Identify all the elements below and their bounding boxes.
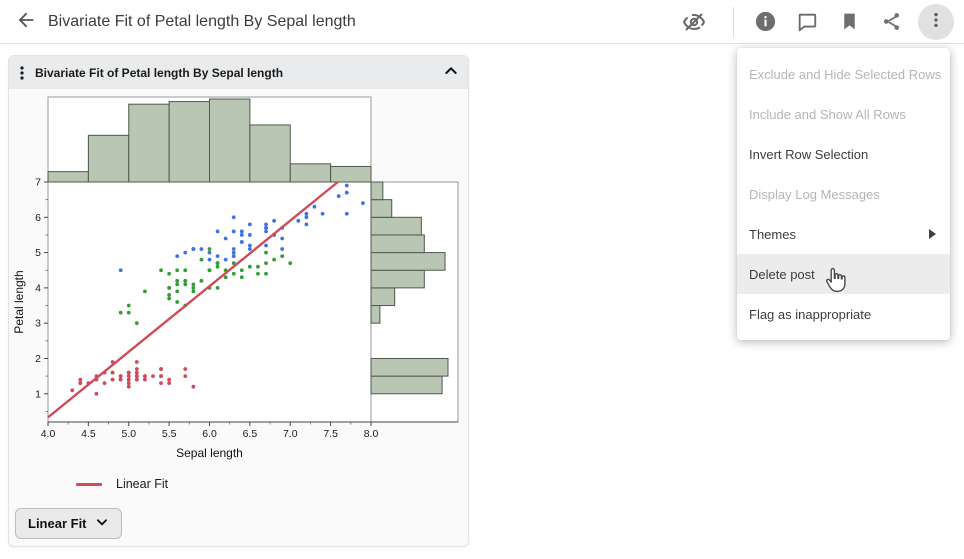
- menu-item-label: Flag as inappropriate: [749, 306, 872, 322]
- bivariate-chart[interactable]: 1 2 3 4 5 6 7 4.0 4.5 5.0 5.5 6.0 6.5 7.0 7.5 8.0 Sepal …: [11, 93, 467, 467]
- svg-text:6: 6: [35, 212, 41, 224]
- menu-item-label: Invert Row Selection: [749, 146, 869, 162]
- svg-text:3: 3: [35, 318, 41, 330]
- svg-text:Sepal length: Sepal length: [176, 446, 243, 460]
- page-title: Bivariate Fit of Petal length By Sepal l…: [48, 12, 356, 30]
- svg-text:1: 1: [35, 388, 41, 400]
- svg-text:7.0: 7.0: [283, 428, 298, 440]
- share-button[interactable]: [870, 1, 912, 43]
- drag-handle-icon[interactable]: [9, 65, 35, 81]
- svg-text:4.5: 4.5: [81, 428, 96, 440]
- chevron-down-icon: [95, 515, 109, 532]
- report-card: Bivariate Fit of Petal length By Sepal l…: [8, 55, 469, 547]
- svg-text:Petal length: Petal length: [12, 270, 26, 333]
- svg-text:7.5: 7.5: [323, 428, 338, 440]
- svg-text:4: 4: [35, 282, 41, 294]
- submenu-arrow-icon: [929, 229, 936, 239]
- menu-item-label: Delete post: [749, 266, 815, 282]
- chevron-up-icon: [443, 63, 459, 82]
- collapse-button[interactable]: [434, 58, 468, 88]
- menu-item-display-log-messages: Display Log Messages: [737, 174, 950, 214]
- svg-text:4.0: 4.0: [41, 428, 56, 440]
- svg-text:7: 7: [35, 177, 41, 189]
- menu-item-exclude-and-hide-selected-rows: Exclude and Hide Selected Rows: [737, 54, 950, 94]
- report-card-header: Bivariate Fit of Petal length By Sepal l…: [9, 56, 468, 89]
- more-options-menu: Exclude and Hide Selected Rows Include an…: [737, 48, 950, 340]
- hide-post-button[interactable]: [673, 1, 715, 43]
- toolbar-divider: [733, 6, 734, 37]
- svg-text:5.0: 5.0: [121, 428, 136, 440]
- chart-legend: Linear Fit: [76, 477, 168, 491]
- back-button[interactable]: [6, 2, 46, 42]
- bookmark-icon: [839, 11, 860, 32]
- legend-label: Linear Fit: [116, 477, 169, 491]
- svg-text:6.5: 6.5: [243, 428, 258, 440]
- menu-item-flag-as-inappropriate[interactable]: Flag as inappropriate: [737, 294, 950, 334]
- svg-text:2: 2: [35, 353, 41, 365]
- fit-button-label: Linear Fit: [28, 516, 87, 531]
- info-button[interactable]: [744, 1, 786, 43]
- bookmark-button[interactable]: [828, 1, 870, 43]
- more-options-button[interactable]: [918, 3, 954, 40]
- menu-item-include-and-show-all-rows: Include and Show All Rows: [737, 94, 950, 134]
- svg-text:6.0: 6.0: [202, 428, 217, 440]
- svg-text:5: 5: [35, 247, 41, 259]
- comment-icon: [796, 11, 818, 33]
- visibility-off-icon: [682, 10, 706, 34]
- more-vertical-icon: [926, 10, 946, 33]
- back-arrow-icon: [15, 9, 37, 34]
- top-app-bar: Bivariate Fit of Petal length By Sepal l…: [0, 0, 964, 44]
- info-icon: [754, 10, 777, 33]
- menu-item-themes[interactable]: Themes: [737, 214, 950, 254]
- comment-button[interactable]: [786, 1, 828, 43]
- menu-item-delete-post[interactable]: Delete post: [737, 254, 950, 294]
- svg-text:5.5: 5.5: [162, 428, 177, 440]
- menu-item-label: Include and Show All Rows: [749, 106, 906, 122]
- report-title: Bivariate Fit of Petal length By Sepal l…: [35, 65, 284, 80]
- linear-fit-dropdown-button[interactable]: Linear Fit: [15, 508, 122, 539]
- menu-item-label: Exclude and Hide Selected Rows: [749, 66, 942, 82]
- menu-item-label: Display Log Messages: [749, 186, 880, 202]
- menu-item-label: Themes: [749, 226, 796, 242]
- share-icon: [881, 11, 902, 32]
- linear-fit-swatch: [76, 482, 102, 486]
- menu-item-invert-row-selection[interactable]: Invert Row Selection: [737, 134, 950, 174]
- scatter-with-marginal-histograms: 1 2 3 4 5 6 7 4.0 4.5 5.0 5.5 6.0 6.5 7.0 7.5 8.0 Sepal …: [12, 96, 459, 460]
- svg-text:8.0: 8.0: [364, 428, 379, 440]
